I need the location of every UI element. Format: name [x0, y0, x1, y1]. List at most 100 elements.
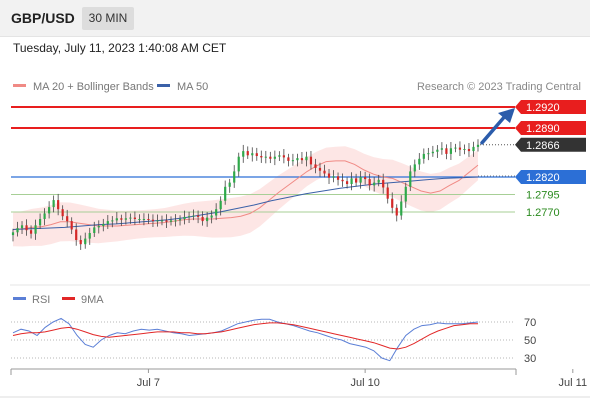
legend-label: MA 20 + Bollinger Bands: [33, 81, 154, 93]
candle-body: [305, 156, 308, 161]
price-tag-label: 1.2820: [526, 172, 560, 184]
candle-body: [29, 230, 33, 234]
candle-body: [463, 149, 466, 150]
candle: [187, 211, 191, 223]
candle-body: [115, 218, 118, 221]
source-label: Research © 2023 Trading Central: [417, 81, 581, 93]
candle-body: [102, 223, 105, 226]
candle-body: [124, 218, 127, 220]
trend-arrow-head: [498, 108, 515, 123]
candle: [472, 141, 475, 157]
candle: [318, 162, 322, 177]
time-axis-label: Jul 7: [137, 377, 160, 389]
candle-body: [436, 149, 439, 152]
candle: [11, 228, 15, 242]
bollinger-band-layer: [13, 146, 478, 247]
candle: [156, 214, 159, 227]
candle: [102, 218, 105, 232]
candle-body: [309, 156, 313, 165]
rsi-ma-line: [12, 322, 478, 350]
candle: [400, 195, 403, 220]
candle: [88, 227, 91, 245]
candle: [305, 151, 308, 167]
candle: [196, 210, 200, 224]
candle-body: [395, 207, 398, 216]
price-tag-support: 1.2795: [526, 190, 560, 202]
candle-body: [138, 219, 141, 220]
trend-arrow-shaft: [480, 113, 508, 145]
candle: [66, 209, 69, 228]
candle-body: [20, 225, 24, 229]
candle-body: [48, 207, 51, 214]
candle: [206, 212, 209, 227]
candle: [359, 171, 362, 189]
candle: [291, 153, 295, 166]
candle-body: [25, 225, 28, 231]
candle: [115, 212, 118, 225]
candle: [34, 219, 37, 240]
candle: [79, 235, 82, 250]
candle: [404, 182, 407, 208]
candle-body: [296, 158, 299, 161]
candle-body: [269, 156, 272, 159]
candle: [251, 147, 254, 162]
candle: [120, 214, 123, 226]
candle: [436, 145, 439, 158]
candle-body: [476, 144, 480, 147]
candle-body: [206, 217, 209, 222]
candle: [219, 196, 222, 216]
rsi-line: [12, 317, 479, 362]
candle-body: [16, 228, 19, 233]
candle-body: [458, 147, 462, 150]
candle-body: [129, 217, 132, 219]
candle: [106, 215, 109, 229]
candle-body: [196, 215, 200, 217]
candle-body: [178, 219, 182, 221]
candle-body: [336, 176, 340, 180]
candle: [300, 152, 304, 164]
candle-body: [165, 220, 168, 222]
candle: [278, 151, 281, 161]
price-tag-label: 1.2920: [526, 102, 560, 114]
candle-body: [79, 240, 82, 245]
candle: [314, 158, 317, 174]
candle: [350, 172, 353, 191]
candle-body: [251, 153, 254, 156]
candle-body: [38, 219, 42, 226]
legend-swatch: [13, 84, 26, 87]
candle-body: [264, 156, 267, 158]
candle-body: [467, 149, 471, 152]
candle-body: [52, 200, 55, 208]
candle: [309, 151, 313, 170]
candle: [16, 221, 19, 237]
candle: [273, 150, 276, 166]
symbol-label: GBP/USD: [11, 10, 75, 26]
top-bar: GBP/USD 30 MIN: [0, 0, 590, 37]
candle: [38, 213, 42, 229]
candle-body: [147, 219, 150, 220]
ma50-line: [12, 176, 479, 230]
candle-body: [169, 220, 173, 222]
candle: [282, 149, 285, 164]
candle: [364, 171, 367, 185]
candle-body: [70, 221, 73, 230]
rsi-tick-label: 70: [524, 317, 536, 329]
candle: [228, 178, 231, 193]
candle-body: [97, 226, 100, 228]
candle-body: [422, 153, 425, 159]
candle: [431, 145, 434, 157]
candle-body: [291, 160, 295, 162]
price-tag-shape: [515, 170, 586, 184]
candle: [237, 152, 240, 177]
candle: [391, 192, 394, 214]
candle: [355, 173, 358, 187]
timeframe-button[interactable]: 30 MIN: [82, 7, 134, 30]
candle-body: [364, 177, 367, 180]
candle: [373, 176, 376, 192]
candle-body: [355, 178, 358, 183]
bollinger-band-fill: [13, 146, 478, 247]
candle-body: [210, 215, 213, 218]
candle-body: [142, 219, 146, 220]
candle: [418, 153, 421, 170]
candle: [57, 193, 60, 216]
